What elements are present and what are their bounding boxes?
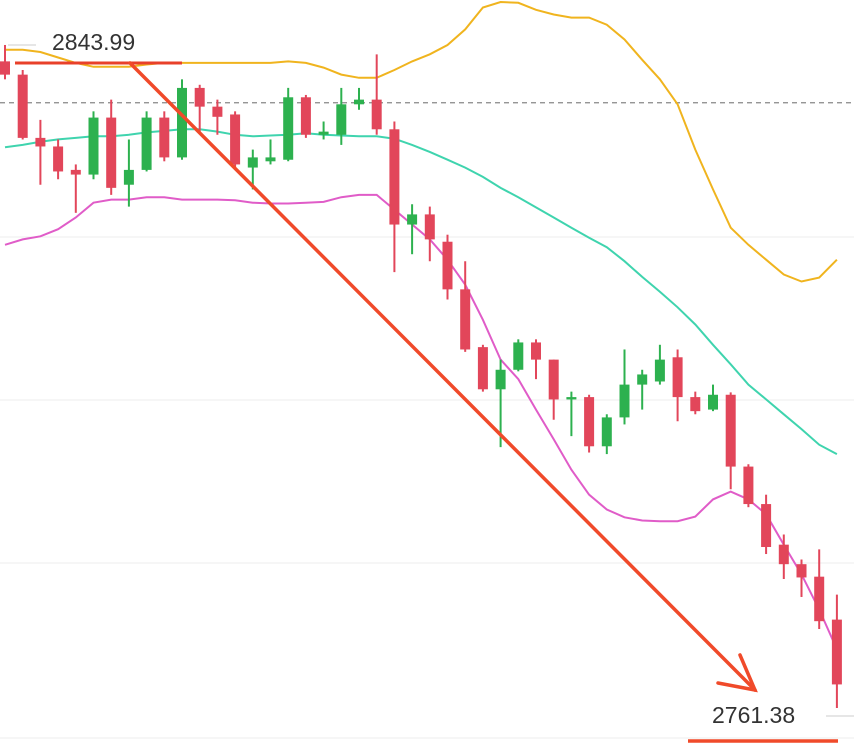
candle-body — [407, 214, 418, 225]
arrow-shaft — [128, 61, 757, 692]
candle-body — [814, 576, 825, 622]
band-line — [5, 0, 838, 283]
candle-body — [35, 137, 46, 147]
candle-body — [283, 97, 294, 160]
candle-body — [601, 417, 612, 447]
candle-body — [548, 359, 559, 400]
candle-body — [265, 157, 276, 162]
arrow-head — [716, 653, 758, 693]
candle-body — [672, 357, 683, 398]
candle-body — [354, 99, 364, 105]
high-label: 2843.99 — [52, 29, 135, 55]
candle-body — [53, 146, 64, 172]
candle-body — [654, 359, 665, 382]
band-line — [4, 193, 838, 650]
candle-body — [637, 374, 648, 385]
candle-body — [513, 342, 524, 370]
candle-body — [584, 397, 595, 447]
marks — [0, 0, 854, 717]
candle-body — [761, 504, 772, 548]
candle-body — [743, 466, 754, 505]
candle-body — [17, 74, 28, 138]
candle-body — [230, 114, 241, 165]
low-label: 2761.38 — [712, 702, 795, 728]
candle-body — [460, 289, 471, 350]
candle-body — [371, 99, 382, 130]
candle-body — [70, 169, 81, 175]
candle-body — [831, 619, 842, 685]
candle-body — [708, 394, 718, 410]
candle-body — [212, 106, 223, 117]
candle-body — [477, 347, 488, 390]
candle-body — [495, 369, 506, 390]
candle-body — [336, 104, 347, 135]
candle-body — [690, 397, 701, 412]
candle-body — [177, 87, 187, 158]
candle-body — [566, 397, 577, 400]
candle-body — [796, 564, 807, 578]
labels: 2843.99 2761.38 — [8, 29, 795, 728]
candle-body — [141, 117, 152, 170]
candle-body — [123, 169, 134, 185]
candle-body — [106, 117, 117, 188]
candle-body — [619, 384, 630, 418]
candle-body — [531, 342, 541, 360]
candle-body — [318, 131, 329, 135]
candle-body — [159, 117, 170, 158]
candle-body — [194, 87, 205, 107]
candle-body — [0, 61, 10, 75]
candle-body — [778, 544, 789, 565]
candle-body — [300, 97, 311, 135]
candle-body — [247, 157, 258, 168]
candle-body — [725, 394, 736, 467]
candle-body — [389, 129, 400, 225]
candle-body — [442, 241, 453, 290]
candle-body — [88, 117, 99, 175]
candle-body — [424, 214, 435, 240]
trend-arrow — [128, 61, 758, 693]
